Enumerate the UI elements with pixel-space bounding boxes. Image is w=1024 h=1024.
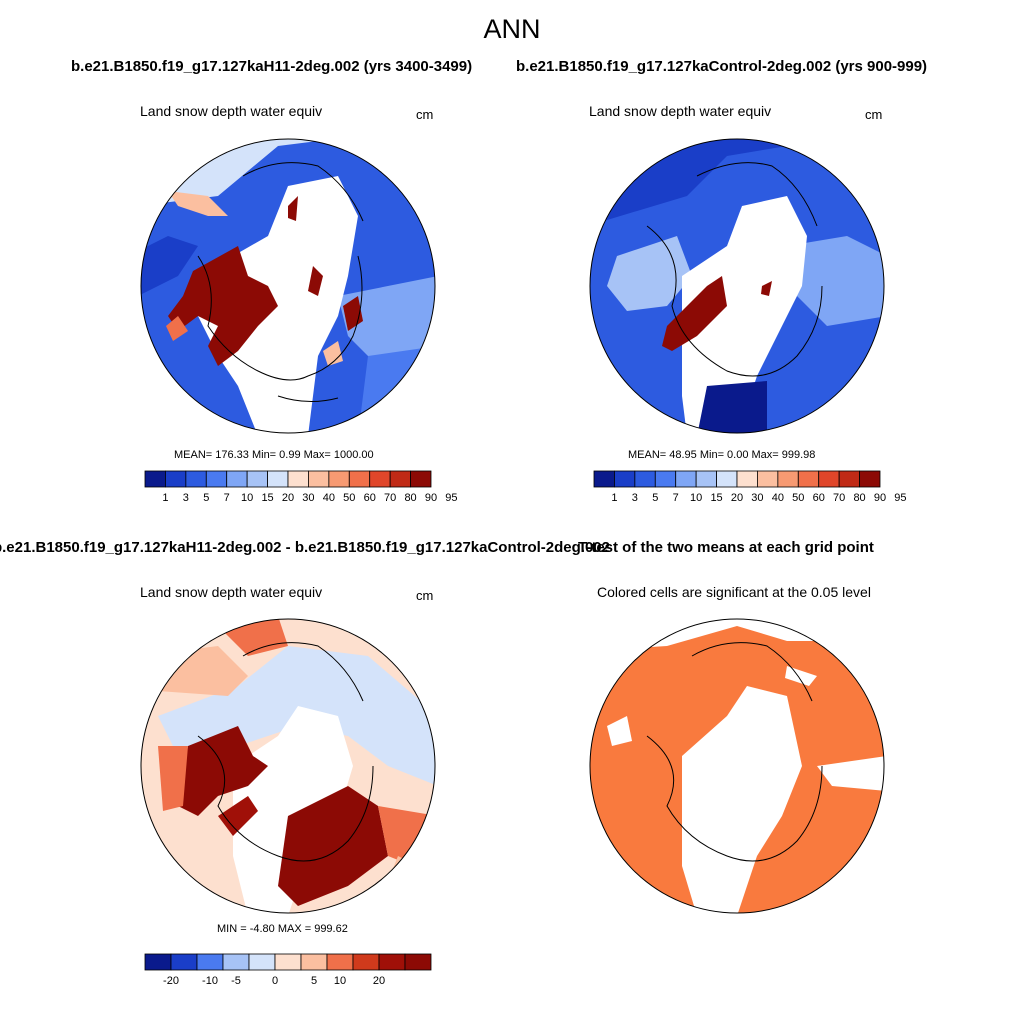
colorbar-tick-label: 50 — [343, 492, 356, 504]
colorbar-swatch — [267, 470, 289, 488]
colorbar-swatch — [274, 953, 302, 971]
colorbar-swatch — [695, 470, 717, 488]
colorbar-swatch — [410, 470, 432, 488]
colorbar-tick-label: -20 — [163, 975, 179, 987]
colorbar-swatch — [859, 470, 881, 488]
colorbar-tick-label: 10 — [690, 492, 703, 504]
colorbar-tick-label: 70 — [384, 492, 397, 504]
colorbar-swatch — [757, 470, 779, 488]
colorbar-swatch — [170, 953, 198, 971]
colorbar-swatch — [205, 470, 228, 488]
panel-3-units: cm — [416, 588, 434, 603]
panel-4-subtitle: Colored cells are significant at the 0.0… — [597, 584, 871, 600]
colorbar-swatch — [736, 470, 758, 488]
colorbar-tick-label: 20 — [281, 492, 295, 504]
colorbar-tick-label: 1 — [162, 492, 169, 504]
colorbar-swatch — [287, 470, 309, 488]
colorbar-swatch — [165, 470, 187, 488]
colorbar-swatch — [404, 953, 432, 971]
colorbar-tick-label: 90 — [424, 492, 438, 504]
colorbar-swatch — [716, 470, 738, 488]
colorbar-swatch — [144, 953, 172, 971]
colorbar-tick-label: 3 — [182, 492, 189, 504]
colorbar-tick-label: 70 — [833, 492, 846, 504]
colorbar-tick-label: 10 — [241, 492, 254, 504]
colorbar-tick-label: 95 — [894, 492, 907, 504]
colorbar-tick-label: 15 — [710, 492, 723, 504]
colorbar-tick-label: 20 — [730, 492, 744, 504]
panel-1-units: cm — [416, 107, 434, 122]
colorbar-tick-label: 15 — [261, 492, 274, 504]
colorbar-tick-label: -10 — [202, 975, 218, 987]
colorbar-tick-label: 7 — [672, 492, 679, 504]
colorbar-tick-label: 30 — [302, 492, 315, 504]
colorbar-tick-label: 30 — [751, 492, 764, 504]
colorbar-swatch — [378, 953, 406, 971]
panel-1-header: b.e21.B1850.f19_g17.127kaH11-2deg.002 (y… — [71, 58, 473, 75]
colorbar-tick-label: 60 — [363, 492, 376, 504]
panel-3-stats: MIN = -4.80 MAX = 999.62 — [217, 923, 348, 935]
panel-2-subtitle: Land snow depth water equiv — [589, 103, 772, 119]
panel-4-polar-map — [589, 618, 885, 914]
colorbar-tick-label: 20 — [372, 975, 386, 987]
colorbar-tick-label: 5 — [652, 492, 659, 504]
panel-1-subtitle: Land snow depth water equiv — [140, 103, 323, 119]
colorbar-swatch — [614, 470, 636, 488]
colorbar-swatch — [777, 470, 799, 488]
colorbar-tick-label: 5 — [203, 492, 210, 504]
panel-3-subtitle: Land snow depth water equiv — [140, 584, 323, 600]
panel-3-header: b.e21.B1850.f19_g17.127kaH11-2deg.002 - … — [0, 539, 610, 556]
colorbar-swatch — [222, 953, 250, 971]
panel-4-header: T-test of the two means at each grid poi… — [578, 539, 874, 556]
colorbar-swatch — [369, 470, 391, 488]
colorbar-swatch — [246, 470, 268, 488]
colorbar-tick-label: -5 — [231, 975, 241, 987]
colorbar-swatch — [226, 470, 248, 488]
panel-1-polar-map — [140, 138, 436, 434]
panel-2-stats: MEAN= 48.95 Min= 0.00 Max= 999.98 — [628, 449, 816, 461]
colorbar-swatch — [328, 470, 350, 488]
colorbar-swatch — [196, 953, 224, 971]
colorbar-tick-label: 1 — [611, 492, 618, 504]
colorbar-swatch — [838, 470, 860, 488]
colorbar-swatch — [185, 470, 207, 488]
colorbar-swatch — [654, 470, 677, 488]
colorbar-tick-label: 40 — [771, 492, 784, 504]
colorbar-swatch — [675, 470, 697, 488]
colorbar-tick-label: 90 — [873, 492, 887, 504]
panel-2-header: b.e21.B1850.f19_g17.127kaControl-2deg.00… — [516, 58, 928, 75]
colorbar-tick-label: 80 — [853, 492, 866, 504]
colorbar-tick-label: 5 — [310, 975, 318, 987]
colorbar-swatch — [818, 470, 840, 488]
colorbar-swatch — [634, 470, 656, 488]
panel-3-colorbar — [144, 953, 432, 971]
colorbar-tick-label: 50 — [792, 492, 805, 504]
colorbar-swatch — [144, 470, 166, 488]
colorbar-swatch — [797, 470, 820, 488]
colorbar-tick-label: 80 — [404, 492, 417, 504]
colorbar-tick-label: 3 — [631, 492, 638, 504]
colorbar-swatch — [248, 953, 276, 971]
colorbar-swatch — [352, 953, 380, 971]
colorbar-tick-label: 95 — [445, 492, 458, 504]
colorbar-tick-label: 0 — [271, 975, 279, 987]
colorbar-swatch — [326, 953, 354, 971]
figure-title: ANN — [483, 14, 541, 44]
colorbar-tick-label: 60 — [812, 492, 825, 504]
panel-1-colorbar — [144, 470, 432, 488]
colorbar-swatch — [389, 470, 411, 488]
colorbar-tick-label: 10 — [333, 975, 347, 987]
colorbar-tick-label: 40 — [322, 492, 335, 504]
colorbar-swatch — [300, 953, 328, 971]
panel-2-colorbar — [593, 470, 881, 488]
colorbar-swatch — [593, 470, 615, 488]
colorbar-swatch — [308, 470, 330, 488]
panel-1-stats: MEAN= 176.33 Min= 0.99 Max= 1000.00 — [174, 449, 374, 461]
panel-3-polar-map — [140, 618, 436, 914]
panel-2-polar-map — [589, 138, 885, 434]
panel-2-units: cm — [865, 107, 883, 122]
colorbar-tick-label: 7 — [223, 492, 230, 504]
colorbar-swatch — [348, 470, 371, 488]
